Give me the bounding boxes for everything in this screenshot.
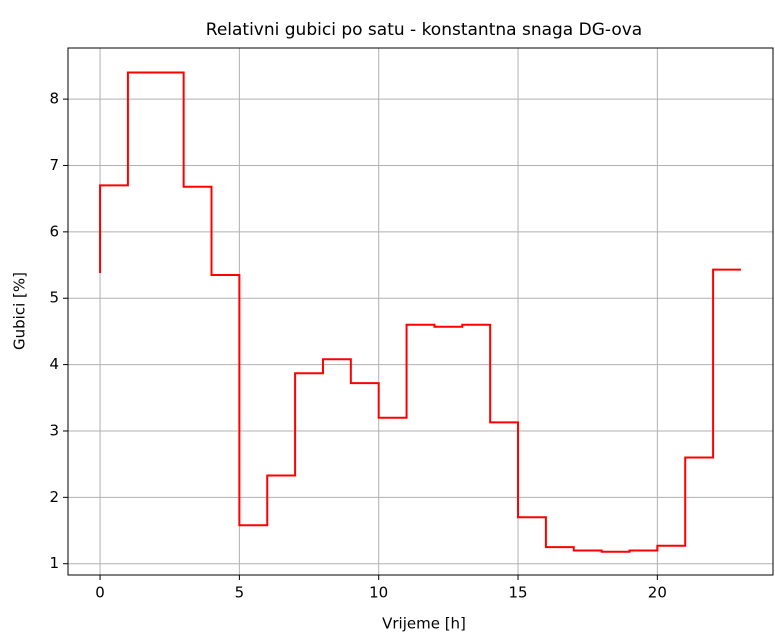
y-tick-label: 4 [49,355,59,373]
x-axis-label: Vrijeme [h] [382,615,466,633]
x-tick-label: 5 [235,584,245,602]
step-line [99,71,741,553]
plot-frame [67,47,774,576]
x-tick-label: 10 [369,584,388,602]
y-tick-label: 6 [49,222,59,240]
y-tick-label: 7 [49,156,59,174]
y-tick-label: 2 [49,488,59,506]
x-tick-label: 0 [95,584,105,602]
x-tick-label: 20 [648,584,667,602]
y-tick-label: 8 [49,90,59,108]
y-axis-label: Gubici [%] [11,272,29,350]
x-tick-label: 15 [508,584,527,602]
y-tick-label: 5 [49,289,59,307]
chart-title: Relativni gubici po satu - konstantna sn… [206,20,642,40]
y-tick-label: 3 [49,421,59,439]
y-tick-label: 1 [49,554,59,572]
